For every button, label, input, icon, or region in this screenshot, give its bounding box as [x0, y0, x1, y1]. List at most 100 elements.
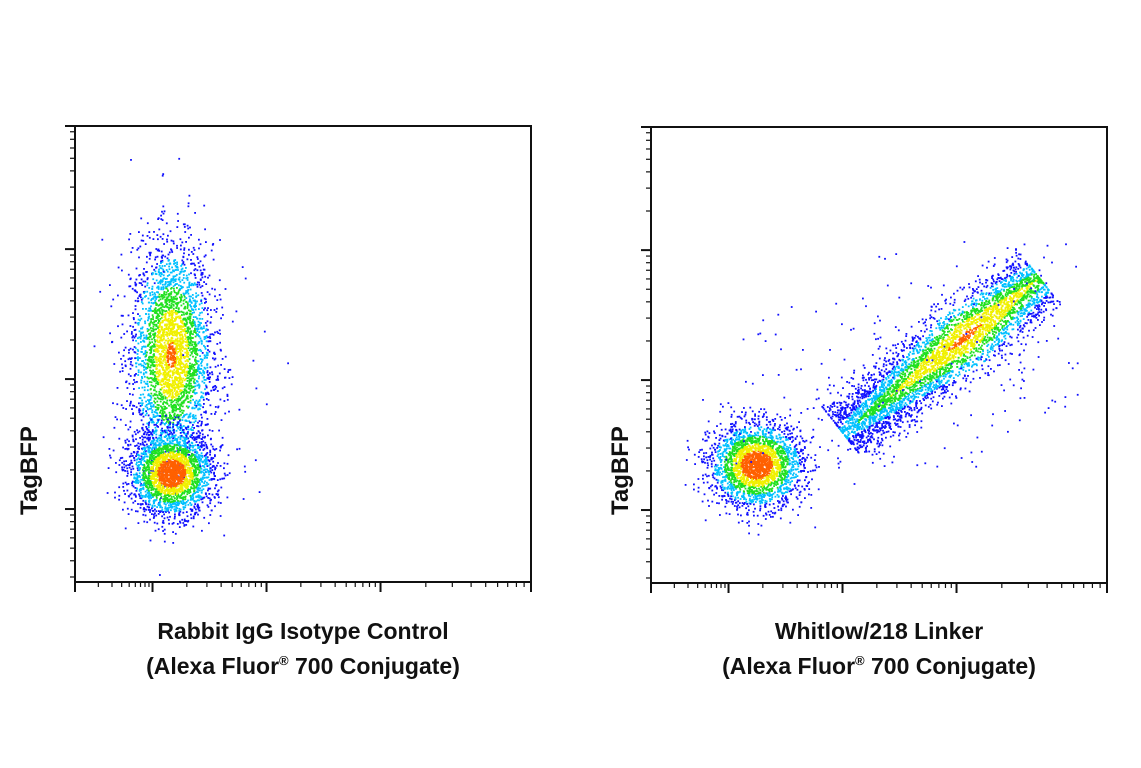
event-dot [211, 373, 214, 376]
event-dot [166, 403, 169, 405]
event-dot [189, 402, 192, 404]
event-dot [176, 261, 178, 264]
event-dot [195, 467, 197, 470]
event-dot [172, 405, 174, 408]
event-dot [168, 268, 171, 271]
event-dot [181, 429, 184, 431]
event-dot [195, 441, 198, 443]
event-dot [177, 485, 179, 488]
event-dot [128, 238, 130, 241]
event-dot [183, 298, 186, 301]
event-dot [168, 304, 171, 306]
event-dot [128, 464, 131, 466]
event-dot [192, 386, 195, 388]
event-dot [229, 368, 232, 371]
event-dot [160, 409, 162, 412]
event-dot [153, 302, 155, 304]
event-dot [191, 508, 194, 511]
event-dot [175, 429, 178, 432]
event-dot [161, 339, 164, 342]
event-dot [179, 427, 182, 429]
event-dot [151, 473, 154, 475]
event-dot [138, 445, 140, 448]
event-dot [135, 283, 138, 286]
event-dot [138, 330, 141, 333]
event-dot [160, 328, 163, 331]
event-dot [118, 486, 121, 489]
event-dot [131, 455, 134, 457]
event-dot [183, 348, 186, 350]
event-dot [202, 449, 205, 451]
event-dot [210, 249, 213, 252]
event-dot [183, 223, 186, 226]
event-dot [186, 291, 189, 294]
event-dot [221, 306, 224, 309]
event-dot [162, 366, 165, 369]
event-dot [115, 471, 118, 474]
event-dot [173, 359, 176, 361]
event-dot [142, 393, 145, 396]
event-dot [166, 331, 169, 334]
event-dot [164, 460, 167, 463]
event-dot [194, 458, 197, 460]
event-dot [180, 268, 183, 271]
event-dot [186, 432, 189, 435]
event-dot [192, 365, 194, 368]
event-dot [134, 328, 137, 331]
event-dot [178, 289, 181, 292]
event-dot [197, 454, 200, 456]
event-dot [152, 405, 155, 408]
event-dot [169, 341, 172, 344]
event-dot [135, 406, 138, 409]
event-dot [150, 350, 153, 353]
event-dot [141, 284, 144, 286]
event-dot [162, 254, 164, 257]
event-dot [197, 404, 200, 406]
event-dot [180, 344, 183, 346]
event-dot [226, 398, 229, 401]
event-dot [147, 313, 150, 316]
event-dot [185, 274, 188, 277]
event-dot [125, 447, 128, 450]
event-dot [155, 320, 157, 322]
event-dot [178, 363, 180, 365]
event-dot [154, 340, 157, 343]
event-dot [174, 284, 176, 286]
event-dot [126, 507, 129, 510]
event-dot [163, 407, 166, 410]
event-dot [176, 425, 179, 428]
event-dot [216, 299, 219, 301]
event-dot [169, 393, 172, 395]
event-dot [183, 476, 185, 479]
event-dot [150, 440, 153, 443]
event-dot [171, 477, 173, 480]
event-dot [159, 330, 161, 333]
event-dot [137, 431, 139, 434]
event-dot [173, 380, 176, 383]
event-dot [198, 308, 200, 310]
event-dot [208, 335, 211, 338]
event-dot [192, 324, 195, 327]
event-dot [163, 517, 166, 520]
event-dot [198, 482, 201, 484]
event-dot [163, 328, 166, 330]
event-dot [157, 397, 160, 400]
event-dot [116, 403, 119, 406]
event-dot [127, 443, 129, 446]
event-dot [194, 414, 197, 417]
event-dot [131, 484, 134, 487]
event-dot [187, 326, 190, 329]
event-dot [155, 430, 157, 433]
event-dot [160, 475, 163, 478]
event-dot [179, 520, 181, 523]
event-dot [184, 307, 186, 310]
event-dot [153, 411, 156, 413]
event-dot [193, 373, 196, 375]
event-dot [156, 440, 159, 443]
event-dot [174, 264, 177, 267]
event-dot [165, 291, 168, 294]
event-dot [177, 492, 179, 495]
event-dot [202, 465, 204, 467]
event-dot [165, 443, 168, 445]
event-dot [145, 261, 148, 264]
